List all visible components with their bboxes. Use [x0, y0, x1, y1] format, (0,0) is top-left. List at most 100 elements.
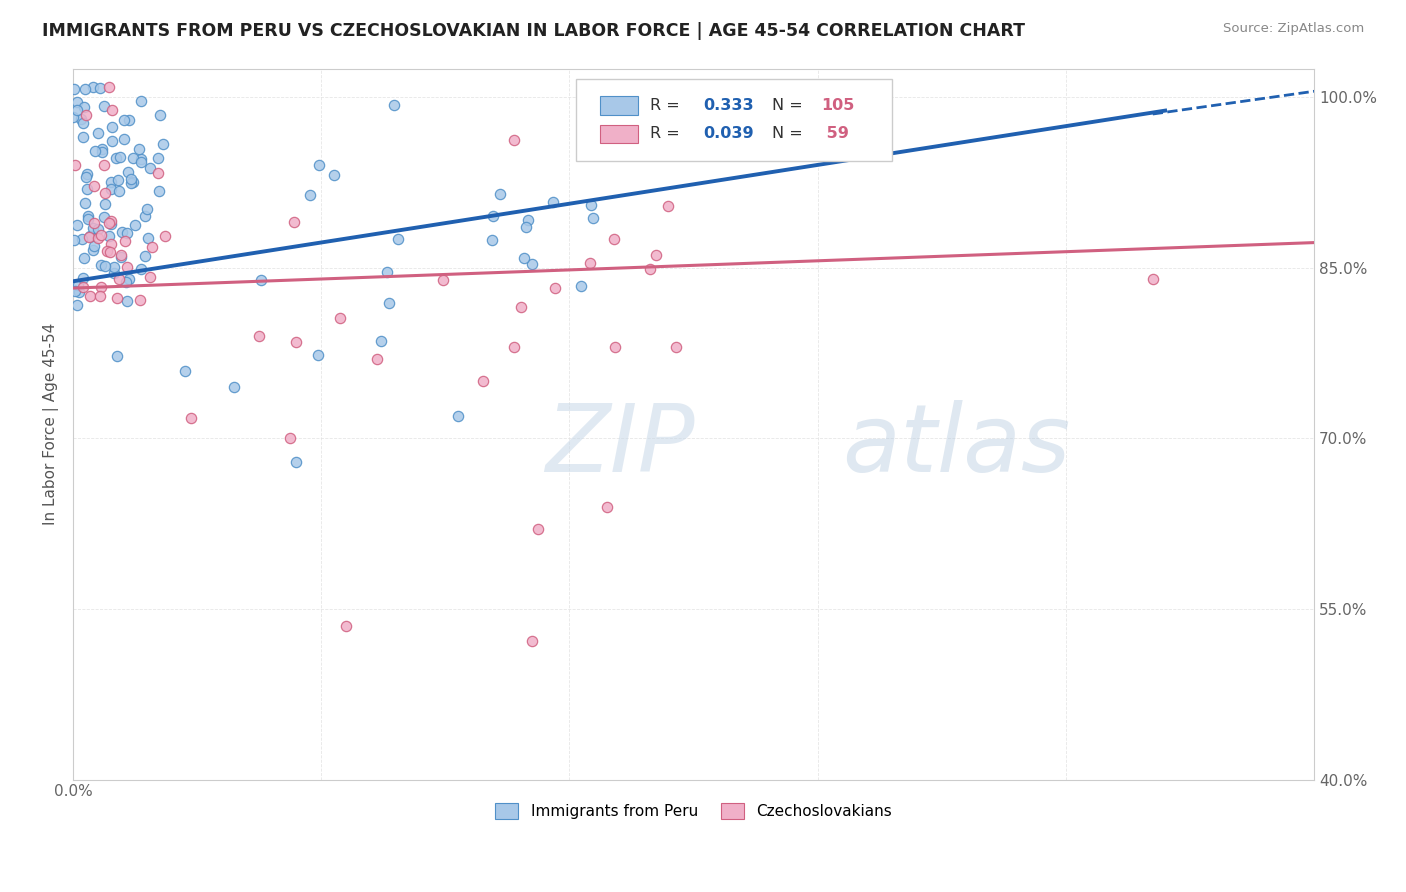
- Point: [117, 165, 139, 179]
- Point: [77, 211, 100, 226]
- Point: [103, 260, 125, 274]
- Point: [513, 251, 536, 265]
- Point: [101, 120, 124, 135]
- Point: [503, 340, 526, 354]
- Point: [94, 259, 117, 273]
- Point: [502, 133, 524, 147]
- Point: [94, 197, 117, 211]
- Text: N =: N =: [772, 127, 807, 142]
- Point: [63, 233, 86, 247]
- Point: [603, 340, 626, 354]
- Point: [73, 100, 96, 114]
- Point: [110, 248, 132, 262]
- Point: [247, 329, 270, 343]
- Point: [128, 142, 150, 156]
- Point: [375, 265, 398, 279]
- Point: [118, 272, 141, 286]
- Point: [100, 237, 122, 252]
- Point: [93, 158, 115, 172]
- Point: [146, 166, 169, 180]
- Point: [112, 113, 135, 128]
- Point: [90, 258, 112, 272]
- Point: [120, 171, 142, 186]
- Point: [582, 211, 605, 226]
- Point: [98, 244, 121, 259]
- Point: [76, 167, 98, 181]
- Point: [134, 209, 156, 223]
- Point: [603, 232, 626, 246]
- Point: [115, 260, 138, 274]
- Point: [107, 173, 129, 187]
- Point: [90, 280, 112, 294]
- Point: [509, 300, 531, 314]
- Point: [100, 175, 122, 189]
- Point: [323, 168, 346, 182]
- Point: [471, 375, 494, 389]
- Point: [67, 285, 90, 300]
- Text: 59: 59: [821, 127, 849, 142]
- Text: 0.333: 0.333: [703, 98, 754, 113]
- Point: [522, 633, 544, 648]
- Point: [110, 150, 132, 164]
- Point: [285, 334, 308, 349]
- Point: [98, 228, 121, 243]
- Point: [432, 273, 454, 287]
- Point: [107, 272, 129, 286]
- Point: [489, 187, 512, 202]
- Point: [250, 272, 273, 286]
- Point: [86, 221, 108, 235]
- Text: ZIP: ZIP: [544, 400, 695, 491]
- Point: [90, 228, 112, 243]
- Point: [129, 152, 152, 166]
- Point: [77, 209, 100, 223]
- Text: 105: 105: [821, 98, 855, 113]
- Point: [382, 97, 405, 112]
- Point: [63, 285, 86, 299]
- Point: [136, 230, 159, 244]
- Point: [139, 270, 162, 285]
- Point: [139, 161, 162, 175]
- Point: [335, 619, 357, 633]
- Point: [73, 195, 96, 210]
- Point: [72, 115, 94, 129]
- Point: [115, 294, 138, 309]
- Point: [129, 94, 152, 108]
- Point: [329, 311, 352, 326]
- Point: [586, 78, 609, 93]
- Point: [129, 293, 152, 308]
- Point: [90, 145, 112, 160]
- Point: [101, 135, 124, 149]
- Point: [515, 220, 537, 235]
- Point: [75, 108, 97, 122]
- Point: [65, 158, 87, 172]
- Point: [77, 229, 100, 244]
- Point: [83, 145, 105, 159]
- Point: [93, 210, 115, 224]
- Point: [91, 142, 114, 156]
- Point: [387, 232, 409, 246]
- Point: [517, 212, 540, 227]
- Point: [67, 277, 90, 292]
- Point: [72, 129, 94, 144]
- Point: [124, 218, 146, 232]
- Point: [578, 256, 600, 270]
- Point: [122, 151, 145, 165]
- Point: [82, 79, 104, 94]
- Point: [569, 279, 592, 293]
- Point: [112, 132, 135, 146]
- Point: [155, 229, 177, 244]
- Point: [134, 249, 156, 263]
- Point: [298, 188, 321, 202]
- Point: [103, 267, 125, 281]
- Point: [174, 364, 197, 378]
- Point: [447, 409, 470, 423]
- Point: [87, 231, 110, 245]
- Point: [148, 151, 170, 165]
- Point: [111, 225, 134, 239]
- Y-axis label: In Labor Force | Age 45-54: In Labor Force | Age 45-54: [44, 323, 59, 525]
- Point: [527, 522, 550, 536]
- Point: [72, 270, 94, 285]
- Point: [66, 95, 89, 109]
- Point: [657, 199, 679, 213]
- Point: [278, 431, 301, 445]
